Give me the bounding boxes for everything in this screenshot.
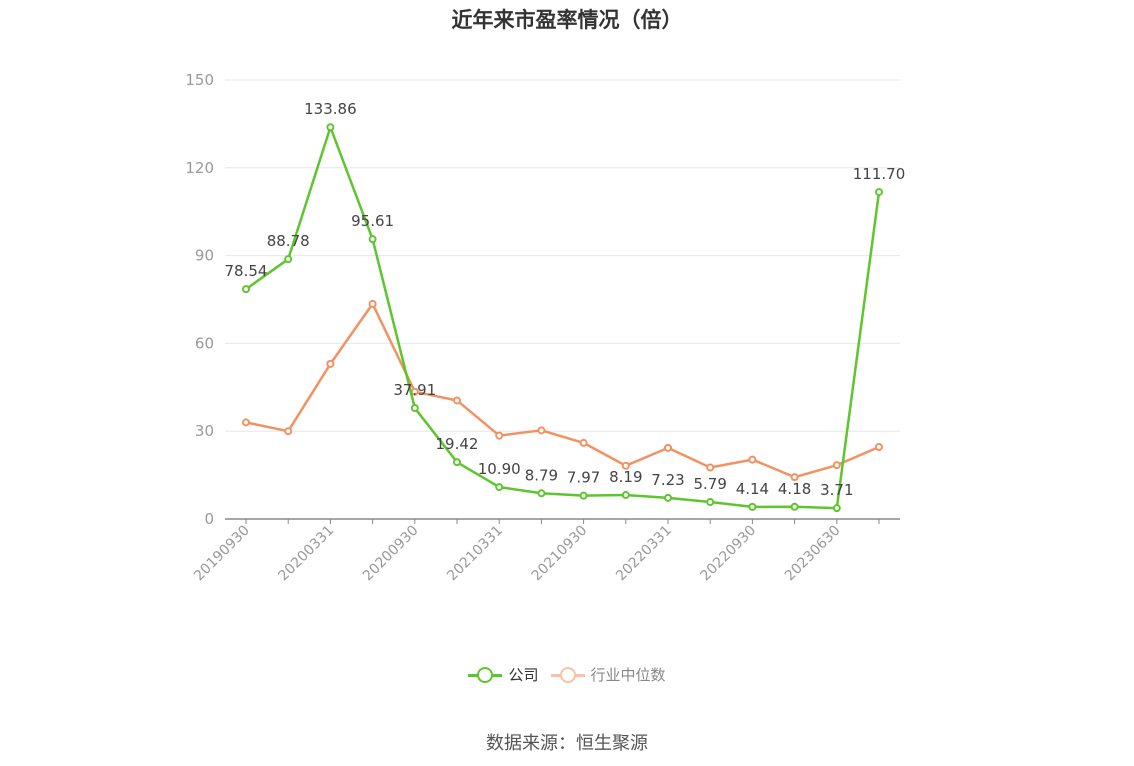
data-point-company[interactable] xyxy=(706,498,715,507)
y-tick-label: 120 xyxy=(185,159,214,177)
data-point-company[interactable] xyxy=(453,458,461,467)
data-label-company: 95.61 xyxy=(351,212,394,230)
data-labels: 78.54 88.78 133.86 95.61 37.91 19.42 10.90 8.79… xyxy=(225,100,906,499)
data-point-industry-median[interactable] xyxy=(664,443,672,452)
x-tick-label: 20210930 xyxy=(529,523,591,585)
data-label-company: 3.71 xyxy=(820,481,853,499)
data-label-company: 88.78 xyxy=(267,232,310,250)
data-point-industry-median[interactable] xyxy=(579,438,588,447)
y-tick-label: 60 xyxy=(195,334,214,352)
data-point-industry-median[interactable] xyxy=(748,455,757,464)
data-point-industry-median[interactable] xyxy=(284,427,293,436)
chart-title: 近年来市盈率情况（倍） xyxy=(451,8,683,32)
data-point-industry-median[interactable] xyxy=(242,418,250,427)
y-tick-label: 30 xyxy=(195,422,214,440)
data-label-company: 7.97 xyxy=(567,469,600,487)
series-line-company xyxy=(245,125,881,510)
x-tick-label: 20190930 xyxy=(191,523,253,585)
data-point-company[interactable] xyxy=(621,491,630,500)
legend-item-industry-median[interactable]: 行业中位数 xyxy=(550,664,666,685)
y-tick-label: 90 xyxy=(195,247,214,265)
data-label-company: 19.42 xyxy=(436,435,479,453)
x-tick-label: 20220331 xyxy=(613,523,675,585)
data-label-company: 8.79 xyxy=(525,466,558,484)
data-point-company[interactable] xyxy=(410,404,419,413)
data-point-industry-median[interactable] xyxy=(326,359,335,368)
data-point-industry-median[interactable] xyxy=(621,461,630,470)
data-point-industry-median[interactable] xyxy=(453,396,461,405)
data-point-company[interactable] xyxy=(326,123,335,132)
x-tick-label: 20230630 xyxy=(782,523,844,585)
data-label-company: 5.79 xyxy=(693,475,726,493)
data-point-industry-median[interactable] xyxy=(832,461,841,470)
data-point-industry-median[interactable] xyxy=(875,443,883,452)
data-point-company[interactable] xyxy=(748,502,757,511)
x-tick-label: 20200930 xyxy=(360,523,422,585)
y-tick-label: 150 xyxy=(185,71,214,89)
legend: 公司 行业中位数 xyxy=(0,664,1134,685)
data-label-company: 7.23 xyxy=(651,471,684,489)
data-label-company: 37.91 xyxy=(393,381,436,399)
data-point-company[interactable] xyxy=(368,235,377,244)
legend-swatch-industry-median xyxy=(550,666,585,683)
data-point-industry-median[interactable] xyxy=(537,426,546,435)
data-label-company: 4.18 xyxy=(778,480,811,498)
series xyxy=(242,123,883,513)
data-point-company[interactable] xyxy=(790,502,799,511)
data-label-company: 111.70 xyxy=(853,165,906,183)
data-point-company[interactable] xyxy=(664,493,672,502)
legend-swatch-company xyxy=(468,666,503,683)
x-tick-label: 20220930 xyxy=(698,523,760,585)
data-point-industry-median[interactable] xyxy=(790,473,799,482)
data-point-industry-median[interactable] xyxy=(706,463,715,472)
data-point-company[interactable] xyxy=(242,285,250,294)
data-label-company: 78.54 xyxy=(225,262,268,280)
data-point-company[interactable] xyxy=(495,483,504,492)
data-point-company[interactable] xyxy=(284,255,293,264)
x-tick-label: 20200331 xyxy=(276,523,338,585)
y-tick-label: 0 xyxy=(204,510,214,528)
legend-label-industry-median: 行业中位数 xyxy=(590,666,666,684)
legend-item-company[interactable]: 公司 xyxy=(468,664,539,685)
data-source-note: 数据来源：恒生聚源 xyxy=(486,733,648,754)
data-point-company[interactable] xyxy=(579,491,588,500)
x-tick-label: 20210331 xyxy=(444,523,506,585)
data-label-company: 4.14 xyxy=(736,480,769,498)
data-label-company: 8.19 xyxy=(609,468,642,486)
data-point-company[interactable] xyxy=(537,489,546,498)
data-point-company[interactable] xyxy=(832,504,841,513)
data-point-company[interactable] xyxy=(875,188,883,197)
data-label-company: 133.86 xyxy=(304,100,357,118)
data-point-industry-median[interactable] xyxy=(495,431,504,440)
data-point-industry-median[interactable] xyxy=(368,299,377,308)
data-label-company: 10.90 xyxy=(478,460,521,478)
grid-lines xyxy=(225,79,900,432)
legend-label-company: 公司 xyxy=(508,666,539,684)
series-line-industry-median xyxy=(245,302,880,479)
